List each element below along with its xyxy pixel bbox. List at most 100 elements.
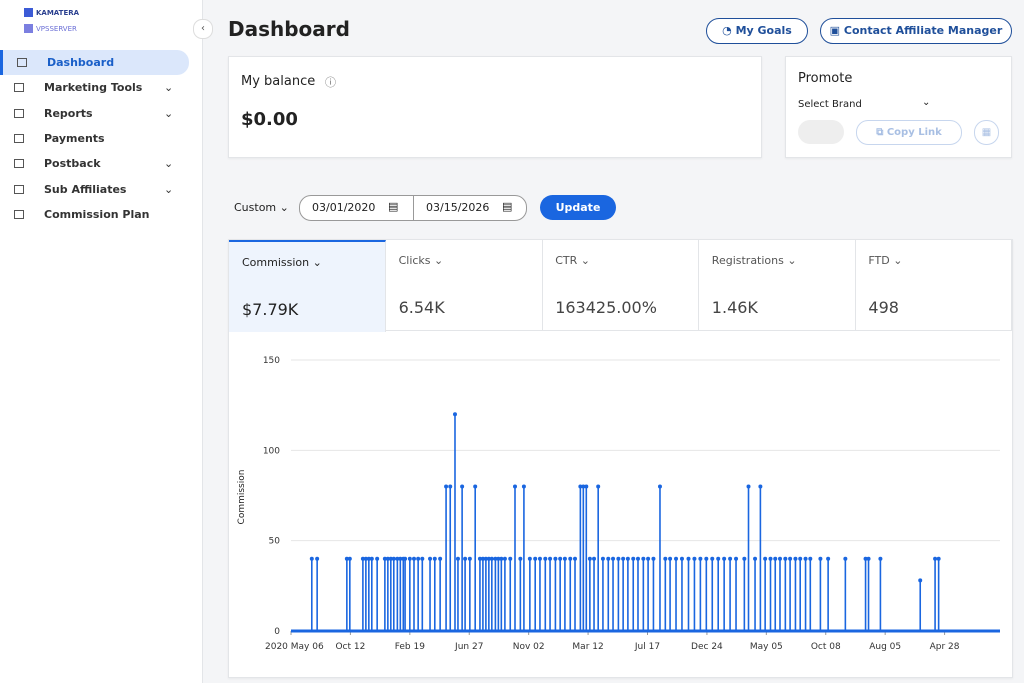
point — [783, 556, 788, 561]
metric-label: CTR — [555, 254, 578, 267]
point — [477, 556, 482, 561]
point — [467, 556, 472, 561]
nav-icon — [14, 133, 24, 143]
point — [315, 556, 320, 561]
point — [606, 556, 611, 561]
metric-tab[interactable]: Clicks ⌄ 6.54K — [386, 240, 543, 330]
goals-button[interactable]: ◔ My Goals — [706, 18, 808, 44]
x-tick-label: Feb 19 — [395, 642, 426, 652]
point — [936, 556, 941, 561]
logo-icon — [24, 24, 33, 33]
nav-item[interactable]: Sub Affiliates ⌄ — [0, 177, 189, 202]
button-label: Copy Link — [886, 127, 942, 138]
y-tick-label: 0 — [274, 627, 280, 637]
collapse-button[interactable]: ‹ — [193, 19, 213, 39]
point — [746, 484, 751, 489]
point — [444, 484, 449, 489]
metric-tab[interactable]: Registrations ⌄ 1.46K — [699, 240, 856, 330]
point — [568, 556, 573, 561]
x-tick-label: Aug 05 — [869, 642, 901, 652]
point — [716, 556, 721, 561]
point — [455, 556, 460, 561]
chevron: ⌄ — [164, 182, 174, 196]
range-select[interactable]: Custom ⌄ — [234, 201, 289, 214]
copy-link-button[interactable]: ⧉ Copy Link — [856, 120, 962, 145]
metric-tab[interactable]: FTD ⌄ 498 — [855, 240, 1013, 330]
point — [596, 484, 601, 489]
point — [548, 556, 553, 561]
point — [486, 556, 491, 561]
point — [578, 484, 583, 489]
point — [728, 556, 733, 561]
metric-tab[interactable]: Commission ⌄ $7.79K — [229, 240, 386, 332]
qr-button[interactable]: ▦ — [974, 120, 999, 145]
nav-item[interactable]: Reports ⌄ — [0, 101, 189, 126]
logo-text: KAMATERA — [36, 9, 80, 17]
date-range[interactable]: 03/01/2020 ▤ 03/15/2026 ▤ — [299, 195, 527, 221]
point — [663, 556, 668, 561]
point — [473, 484, 478, 489]
nav-label: Sub Affiliates — [44, 182, 127, 196]
start-date[interactable]: 03/01/2020 — [312, 201, 376, 214]
point — [878, 556, 883, 561]
point — [616, 556, 621, 561]
point — [480, 556, 485, 561]
nav-item[interactable]: Commission Plan — [0, 202, 189, 227]
nav-label: Reports — [44, 106, 93, 120]
point — [773, 556, 778, 561]
point — [803, 556, 808, 561]
metric-value: 1.46K — [711, 298, 758, 317]
end-date[interactable]: 03/15/2026 — [426, 201, 490, 214]
point — [621, 556, 626, 561]
metric-value: 6.54K — [398, 298, 445, 317]
nav-item[interactable]: Marketing Tools ⌄ — [0, 75, 189, 100]
x-tick-label: May 05 — [750, 642, 783, 652]
nav-icon — [14, 184, 24, 194]
point — [553, 556, 558, 561]
stats-card: Commission ⌄ $7.79K Clicks ⌄ 6.54K CTR ⌄ 1634… — [228, 239, 1013, 678]
update-button[interactable]: Update — [540, 195, 616, 220]
metric-value: 163425.00% — [555, 298, 657, 317]
point — [382, 556, 387, 561]
balance-card: My balance ⓘ $0.00 — [228, 56, 762, 158]
nav-item[interactable]: Dashboard — [0, 50, 189, 75]
button-label: My Goals — [735, 24, 792, 37]
point — [416, 556, 421, 561]
point — [866, 556, 871, 561]
point — [826, 556, 831, 561]
metric-tab[interactable]: CTR ⌄ 163425.00% — [542, 240, 700, 330]
x-tick-label: Jun 27 — [454, 642, 483, 652]
chevron: ⌄ — [164, 106, 174, 120]
balance-label: My balance — [241, 74, 316, 89]
point — [360, 556, 365, 561]
point — [403, 556, 408, 561]
logo-text: VPSSERVER — [36, 25, 77, 33]
point — [600, 556, 605, 561]
point — [704, 556, 709, 561]
sidebar: KAMATERA VPSSERVER Dashboard Marketing To… — [0, 0, 203, 683]
point — [758, 484, 763, 489]
point — [391, 556, 396, 561]
nav-icon — [14, 209, 24, 219]
point — [375, 556, 380, 561]
point — [407, 556, 412, 561]
point — [344, 556, 349, 561]
point — [651, 556, 656, 561]
point — [635, 556, 640, 561]
point — [493, 556, 498, 561]
button-label: Contact Affiliate Manager — [843, 24, 1003, 37]
point — [309, 556, 314, 561]
nav-label: Marketing Tools — [44, 81, 143, 95]
contact-button[interactable]: ▣ Contact Affiliate Manager — [820, 18, 1012, 44]
brand-select[interactable]: Select Brand — [798, 99, 862, 110]
point — [788, 556, 793, 561]
nav-item[interactable]: Payments — [0, 126, 189, 151]
y-tick-label: 100 — [263, 446, 280, 456]
y-tick-label: 50 — [269, 537, 281, 547]
point — [527, 556, 532, 561]
point — [710, 556, 715, 561]
nav-item[interactable]: Postback ⌄ — [0, 151, 189, 176]
nav-label: Dashboard — [47, 56, 115, 69]
point — [768, 556, 773, 561]
point — [521, 484, 526, 489]
